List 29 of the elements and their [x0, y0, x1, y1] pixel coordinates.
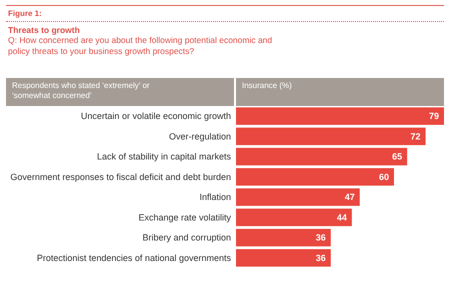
y-tick-label: Over-regulation — [168, 131, 231, 142]
data-label: 60 — [378, 172, 389, 182]
data-label: 36 — [316, 232, 326, 243]
data-label: 44 — [336, 212, 347, 222]
y-tick-label: Bribery and corruption — [142, 232, 231, 243]
bar — [236, 107, 444, 125]
x-axis-title: Insurance (%) — [236, 78, 444, 106]
data-label: 36 — [316, 252, 326, 263]
data-label: 79 — [428, 111, 439, 122]
bar — [236, 228, 331, 246]
data-label: 72 — [410, 131, 421, 142]
text: Threats to growth — [7, 24, 81, 35]
y-tick-label: Uncertain or volatile economic growth — [80, 111, 231, 122]
bar — [236, 249, 331, 267]
y-axis-title: Respondents who stated ‘extremely’ or ‘somewhat concerned’ — [6, 78, 234, 106]
data-label: 47 — [344, 192, 355, 202]
data-label: 65 — [392, 152, 402, 162]
bar — [236, 208, 352, 226]
bar — [236, 188, 360, 206]
text: Figure 1: — [6, 6, 444, 22]
y-tick-label: Government responses to fiscal deficit and debt burden — [10, 172, 231, 182]
bar — [236, 168, 394, 186]
y-tick-label: Protectionist tendencies of national governments — [36, 252, 232, 263]
y-tick-label: Exchange rate volatility — [138, 212, 232, 222]
y-tick-label: Lack of stability in capital markets — [96, 152, 232, 162]
text: Q: How concerned are you about the following potential economic and policy threats to your business growth prospects? — [7, 35, 274, 57]
y-tick-label: Inflation — [199, 192, 231, 202]
bar — [236, 128, 426, 146]
bar — [236, 148, 408, 166]
